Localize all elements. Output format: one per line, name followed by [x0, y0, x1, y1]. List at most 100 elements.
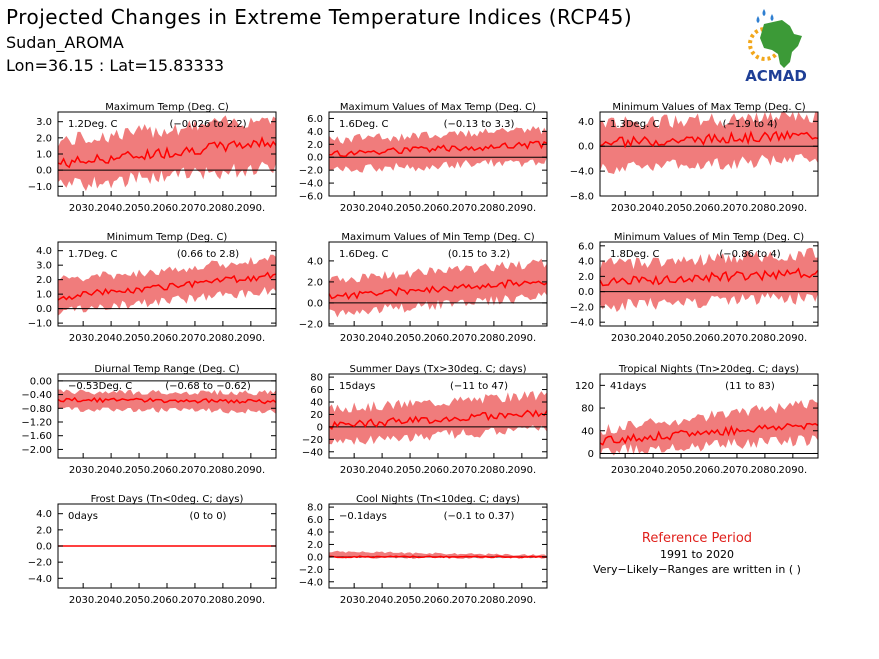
change-value-label: 1.6Deg. C	[339, 249, 388, 260]
y-tick-label: 6.0	[307, 515, 323, 526]
x-tick-label: 2040.	[97, 595, 126, 606]
y-tick-label: 4.0	[36, 509, 52, 520]
y-tick-label: 0.0	[36, 542, 52, 553]
x-tick-label: 2040.	[97, 333, 126, 344]
x-tick-label: 2050.	[125, 203, 154, 214]
x-tick-label: 2050.	[396, 333, 425, 344]
y-tick-label: −2.0	[299, 319, 323, 330]
change-value-label: 1.2Deg. C	[68, 119, 117, 130]
x-tick-label: 2090.	[508, 465, 537, 476]
change-value-label: 41days	[610, 381, 646, 392]
y-tick-label: 3.0	[36, 261, 52, 272]
x-tick-label: 2050.	[667, 465, 696, 476]
y-tick-label: −1.20	[21, 418, 52, 429]
x-tick-label: 2070.	[181, 595, 210, 606]
likely-range-label: (−0.86 to 4)	[719, 249, 780, 260]
likely-range-label: (−0.1 to 0.37)	[444, 511, 515, 522]
y-tick-label: 0	[588, 449, 594, 460]
y-tick-label: −1.0	[28, 319, 52, 330]
x-tick-label: 2070.	[452, 203, 481, 214]
x-tick-label: 2060.	[695, 333, 724, 344]
likely-range-label: (0 to 0)	[190, 511, 227, 522]
x-tick-label: 2080.	[209, 595, 238, 606]
x-tick-label: 2070.	[723, 333, 752, 344]
x-tick-label: 2040.	[639, 203, 668, 214]
y-tick-label: −8.0	[570, 192, 594, 203]
chart-title: Minimum Values of Max Temp (Deg. C)	[612, 102, 805, 113]
y-tick-label: 4.0	[578, 257, 594, 268]
x-tick-label: 2050.	[396, 595, 425, 606]
x-tick-label: 2040.	[368, 203, 397, 214]
y-tick-label: 0.00	[30, 376, 52, 387]
range-band	[329, 125, 547, 173]
y-tick-label: 0.0	[36, 166, 52, 177]
median-line	[57, 396, 277, 405]
x-tick-label: 2090.	[237, 203, 266, 214]
x-tick-label: 2030.	[69, 465, 98, 476]
y-tick-label: −1.60	[21, 431, 52, 442]
x-tick-label: 2030.	[340, 203, 369, 214]
x-tick-label: 2060.	[153, 465, 182, 476]
x-tick-label: 2060.	[695, 465, 724, 476]
median-line	[599, 422, 819, 446]
y-tick-label: 120	[575, 381, 594, 392]
x-tick-label: 2030.	[340, 595, 369, 606]
x-tick-label: 2060.	[424, 465, 453, 476]
y-tick-label: −4.0	[28, 574, 52, 585]
x-tick-label: 2040.	[97, 465, 126, 476]
x-tick-label: 2060.	[424, 333, 453, 344]
x-tick-label: 2060.	[424, 203, 453, 214]
x-tick-label: 2060.	[695, 203, 724, 214]
y-tick-label: −4.0	[570, 167, 594, 178]
y-tick-label: 40	[581, 426, 594, 437]
chart-title: Maximum Temp (Deg. C)	[105, 102, 229, 113]
x-tick-label: 2070.	[452, 595, 481, 606]
x-tick-label: 2030.	[69, 595, 98, 606]
y-tick-label: −2.0	[28, 558, 52, 569]
change-value-label: 0days	[68, 511, 98, 522]
x-tick-label: 2060.	[153, 595, 182, 606]
x-tick-label: 2070.	[181, 333, 210, 344]
median-line	[328, 409, 548, 430]
likely-range-label: (−11 to 47)	[450, 381, 508, 392]
chart-panel: −4.0 −2.0 0.0 2.0 4.0 2030. 2040. 2050. 2060. 207…	[28, 494, 277, 606]
chart-panel: −1.0 0.0 1.0 2.0 3.0 2030. 2040. 2050. 2060. 2070…	[28, 102, 277, 214]
y-tick-label: 40	[310, 398, 323, 409]
median-line	[57, 135, 277, 169]
x-tick-label: 2030.	[611, 203, 640, 214]
y-tick-label: −2.0	[299, 166, 323, 177]
y-tick-label: −20	[302, 435, 323, 446]
range-band	[600, 112, 818, 174]
y-tick-label: −0.80	[21, 404, 52, 415]
likely-range-label: (11 to 83)	[725, 381, 775, 392]
range-band	[329, 258, 547, 318]
y-tick-label: −6.0	[299, 192, 323, 203]
y-tick-label: 0	[317, 422, 323, 433]
chart-title: Frost Days (Tn<0deg. C; days)	[91, 494, 244, 505]
x-tick-label: 2030.	[611, 465, 640, 476]
x-tick-label: 2030.	[611, 333, 640, 344]
likely-range-label: (−0.68 to −0.62)	[165, 381, 251, 392]
africa-map-icon	[760, 20, 802, 68]
x-tick-label: 2090.	[237, 595, 266, 606]
median-line	[599, 129, 819, 149]
y-tick-label: −2.0	[299, 565, 323, 576]
y-tick-label: 3.0	[36, 117, 52, 128]
x-tick-label: 2040.	[368, 595, 397, 606]
y-tick-label: −1.0	[28, 182, 52, 193]
x-tick-label: 2050.	[125, 465, 154, 476]
y-tick-label: 4.0	[307, 127, 323, 138]
reference-period-note: Very−Likely−Ranges are written in ( )	[593, 563, 801, 576]
range-band	[600, 399, 818, 457]
x-tick-label: 2090.	[237, 465, 266, 476]
acmad-logo: ACMAD	[745, 9, 807, 84]
x-tick-label: 2080.	[209, 465, 238, 476]
y-tick-label: −40	[302, 447, 323, 458]
x-tick-label: 2080.	[480, 333, 509, 344]
x-tick-label: 2080.	[209, 333, 238, 344]
